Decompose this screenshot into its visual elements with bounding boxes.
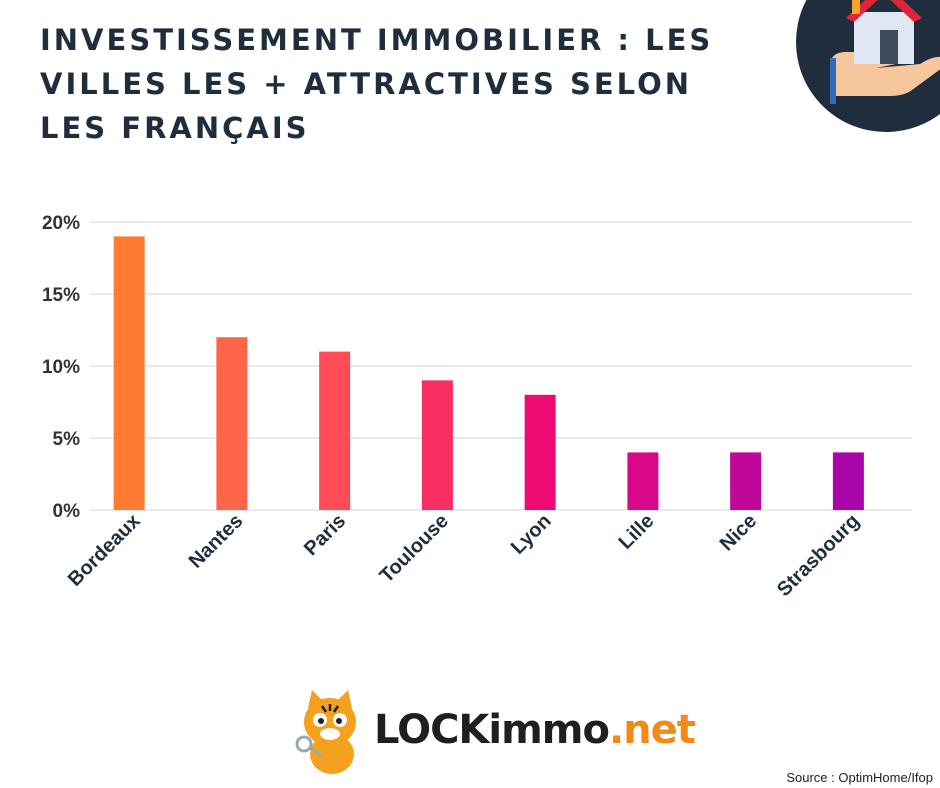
x-tick-label: Paris [300, 510, 350, 560]
logo-wordmark: LOCKimmo.net [374, 704, 696, 756]
lockimmo-logo: LOCKimmo.net [290, 686, 696, 776]
x-tick-label: Toulouse [376, 510, 453, 587]
bar-toulouse [421, 380, 453, 510]
bars [113, 236, 864, 510]
bar-chart: 20% 15% 10% 5% 0% Bordeaux Nantes Paris Toulous… [42, 213, 912, 601]
x-tick-label: Lyon [507, 510, 556, 559]
tiger-mascot-icon [295, 690, 356, 774]
bar-bordeaux [113, 236, 145, 510]
logo-text-net: .net [608, 707, 696, 753]
x-tick-label: Nantes [185, 510, 248, 573]
x-axis-labels: Bordeaux Nantes Paris Toulouse Lyon Lille Nice… [64, 510, 864, 601]
x-tick-label: Nice [716, 510, 761, 555]
y-tick-label: 10% [42, 357, 80, 378]
y-tick-label: 20% [42, 213, 80, 234]
logo-text-lockimmo: LOCKimmo [374, 707, 610, 753]
y-tick-label: 15% [42, 285, 80, 306]
house-in-hand-icon [796, 0, 940, 132]
y-tick-label: 0% [53, 501, 81, 522]
grid-lines [90, 221, 912, 511]
x-tick-label: Strasbourg [773, 510, 864, 601]
x-tick-label: Bordeaux [64, 510, 145, 591]
source-note: Source : OptimHome/Ifop [786, 770, 933, 785]
bar-nice [730, 452, 762, 510]
bar-lille [627, 452, 659, 510]
bar-nantes [216, 337, 248, 510]
y-tick-label: 5% [53, 429, 81, 450]
bar-strasbourg [832, 452, 864, 510]
page-title: INVESTISSEMENT IMMOBILIER : LES VILLES L… [40, 23, 714, 145]
x-tick-label: Lille [615, 510, 659, 554]
bar-lyon [524, 394, 556, 510]
y-axis-ticks: 20% 15% 10% 5% 0% [42, 213, 80, 522]
bar-paris [319, 351, 351, 510]
